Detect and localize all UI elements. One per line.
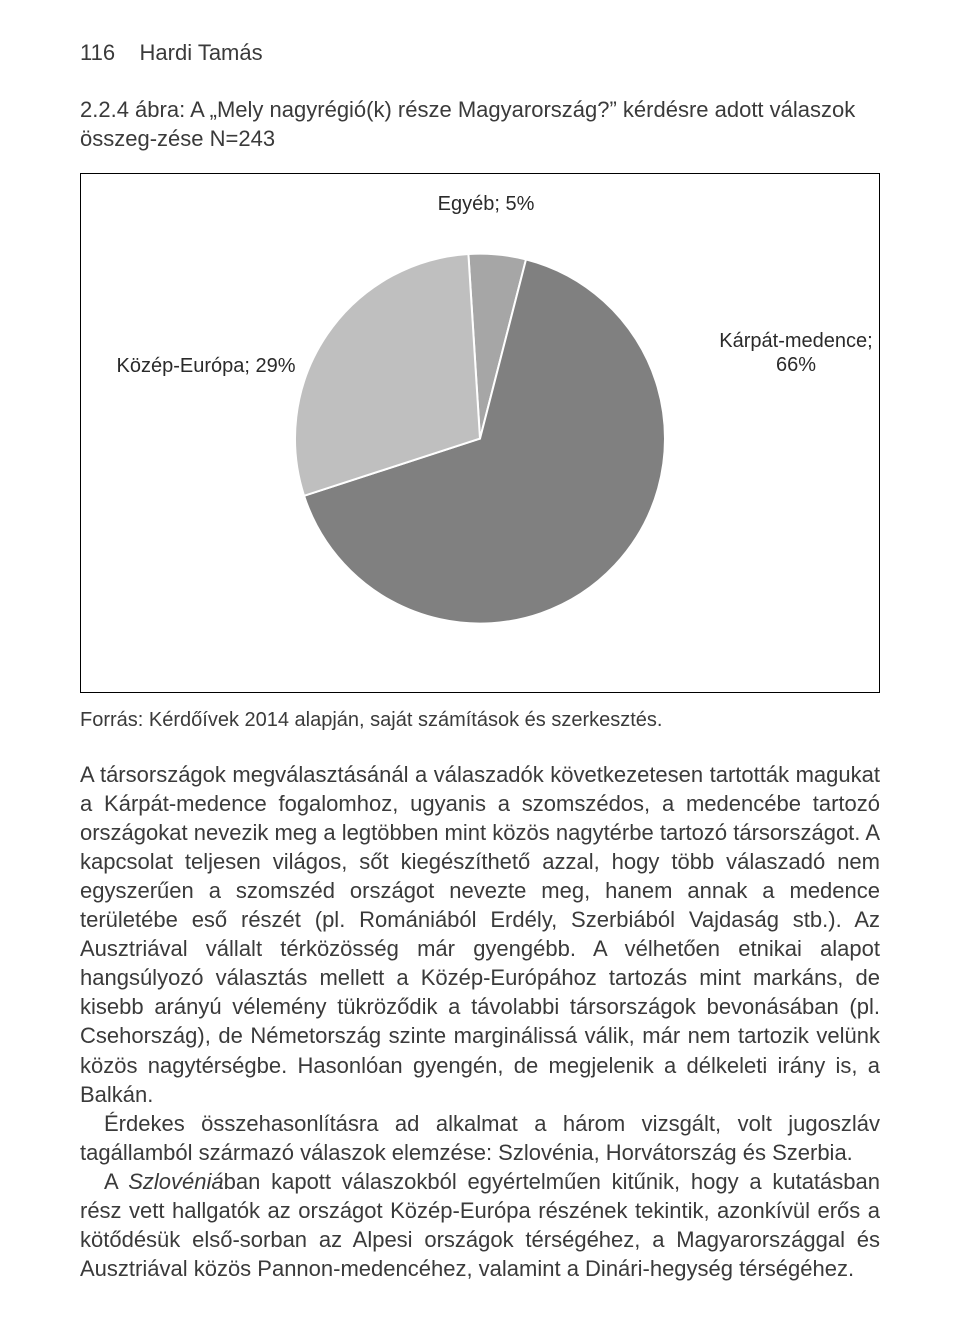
- paragraph-3: A Szlovéniában kapott válaszokból egyért…: [80, 1167, 880, 1283]
- pie-label-kozep: Közép-Európa; 29%: [106, 354, 306, 378]
- figure-title: 2.2.4 ábra: A „Mely nagyrégió(k) része M…: [80, 96, 880, 153]
- p3-italic: Szlovéniá: [128, 1169, 223, 1194]
- body-text: A társországok megválasztásánál a válasz…: [80, 760, 880, 1283]
- pie-chart: [280, 239, 680, 644]
- pie-chart-frame: Kárpát-medence;66% Közép-Európa; 29% Egy…: [80, 173, 880, 693]
- pie-label-karpat: Kárpát-medence;66%: [716, 329, 876, 377]
- p3-pre: A: [104, 1169, 128, 1194]
- page-number: 116: [80, 40, 115, 65]
- paragraph-2: Érdekes összehasonlításra ad alkalmat a …: [80, 1109, 880, 1167]
- paragraph-1: A társországok megválasztásánál a válasz…: [80, 760, 880, 1108]
- pie-label-egyeb: Egyéb; 5%: [426, 192, 546, 216]
- figure-source: Forrás: Kérdőívek 2014 alapján, saját sz…: [80, 709, 880, 732]
- page-header: 116 Hardi Tamás: [80, 40, 880, 66]
- author-name: Hardi Tamás: [140, 40, 263, 65]
